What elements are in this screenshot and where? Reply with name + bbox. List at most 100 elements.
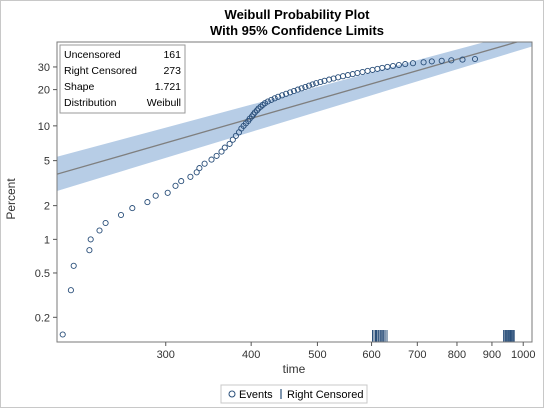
event-point: [374, 65, 381, 72]
event-point: [96, 227, 103, 234]
event-point: [438, 57, 445, 64]
event-point: [459, 56, 466, 63]
event-point: [279, 92, 286, 99]
x-tick-label: 300: [157, 349, 175, 361]
event-point: [287, 89, 294, 96]
event-point: [283, 90, 290, 97]
legend-events-marker: [228, 390, 236, 398]
chart-title: Weibull Probability Plot: [225, 7, 371, 22]
event-point: [395, 61, 402, 69]
x-axis-label: time: [283, 362, 306, 376]
inset-value: 1.721: [155, 81, 181, 93]
event-point: [253, 107, 261, 114]
event-point: [213, 152, 220, 159]
event-point: [67, 287, 74, 294]
event-point: [354, 69, 361, 77]
inset-label: Right Censored: [64, 65, 137, 77]
inset-label: Uncensored: [64, 49, 121, 61]
fit-line: [57, 42, 520, 175]
event-point: [117, 211, 125, 219]
y-tick-label: 0.5: [35, 268, 50, 280]
legend-censored-label: Right Censored: [287, 389, 363, 401]
event-point: [290, 87, 297, 95]
x-tick-label: 800: [448, 349, 466, 361]
event-point: [471, 55, 479, 63]
event-point: [172, 182, 179, 189]
event-point: [359, 68, 366, 76]
event-point: [87, 236, 94, 243]
y-tick-label: 1: [44, 234, 50, 246]
event-point: [309, 81, 316, 88]
event-point: [264, 98, 271, 105]
event-point: [178, 178, 185, 185]
legend: Events Right Censored: [220, 384, 368, 404]
event-point: [208, 156, 215, 163]
plot-border: [56, 41, 533, 343]
event-point: [389, 62, 397, 70]
event-point: [196, 165, 203, 172]
axes: 300 400 500 600 700 800 900 1000 0.2 0.5 1 2 5 10 20 30: [35, 41, 535, 361]
event-point: [364, 67, 371, 74]
event-point: [344, 72, 351, 79]
event-point: [86, 247, 93, 254]
event-point: [251, 109, 258, 116]
event-point: [302, 83, 309, 91]
plot-area: [57, 42, 532, 342]
event-point: [402, 61, 409, 68]
event-point: [164, 189, 171, 196]
event-point: [226, 140, 233, 147]
inset-label: Distribution: [64, 97, 117, 109]
y-tick-label: 20: [38, 85, 50, 97]
inset-box: [59, 44, 186, 114]
inset-value: 161: [163, 49, 181, 61]
event-point: [294, 86, 301, 93]
y-tick-label: 10: [38, 121, 50, 133]
event-point: [339, 73, 347, 80]
event-point: [313, 80, 320, 87]
event-point: [305, 82, 313, 89]
legend-events-label: Events: [239, 389, 273, 401]
event-point: [268, 96, 275, 103]
event-point: [271, 95, 278, 102]
event-point: [102, 219, 109, 227]
y-tick-label: 30: [38, 62, 50, 74]
event-point: [275, 93, 282, 100]
event-point: [187, 173, 194, 180]
event-point: [330, 75, 337, 82]
event-point: [384, 63, 391, 70]
event-point: [144, 199, 151, 206]
x-tick-label: 600: [362, 349, 380, 361]
event-point: [193, 169, 200, 176]
event-point: [326, 76, 333, 83]
event-point: [298, 85, 305, 92]
event-point: [369, 66, 376, 73]
event-point: [229, 136, 236, 143]
event-point: [129, 205, 136, 212]
event-point: [420, 59, 427, 66]
x-tick-label: 400: [242, 349, 260, 361]
event-point: [152, 192, 159, 199]
inset-value: 273: [163, 65, 181, 77]
plot-content: [57, 42, 532, 342]
inset-value: Weibull: [147, 97, 181, 109]
inset-label: Shape: [64, 81, 95, 93]
x-tick-label: 1000: [511, 349, 535, 361]
event-point: [232, 132, 239, 139]
y-axis-label: Percent: [4, 178, 18, 220]
event-point: [70, 262, 77, 269]
y-tick-label: 5: [44, 156, 50, 168]
event-point: [59, 331, 66, 338]
y-tick-label: 0.2: [35, 312, 50, 324]
y-tick-label: 2: [44, 201, 50, 213]
event-point: [448, 57, 455, 64]
event-point: [428, 58, 435, 65]
x-tick-label: 900: [483, 349, 501, 361]
inset-table: Uncensored 161 Right Censored 273 Shape 1.721…: [59, 44, 186, 114]
legend-box: [220, 384, 368, 404]
confidence-band: [57, 42, 532, 191]
chart-subtitle: With 95% Confidence Limits: [210, 23, 384, 38]
x-tick-label: 700: [408, 349, 426, 361]
event-point: [218, 148, 225, 155]
